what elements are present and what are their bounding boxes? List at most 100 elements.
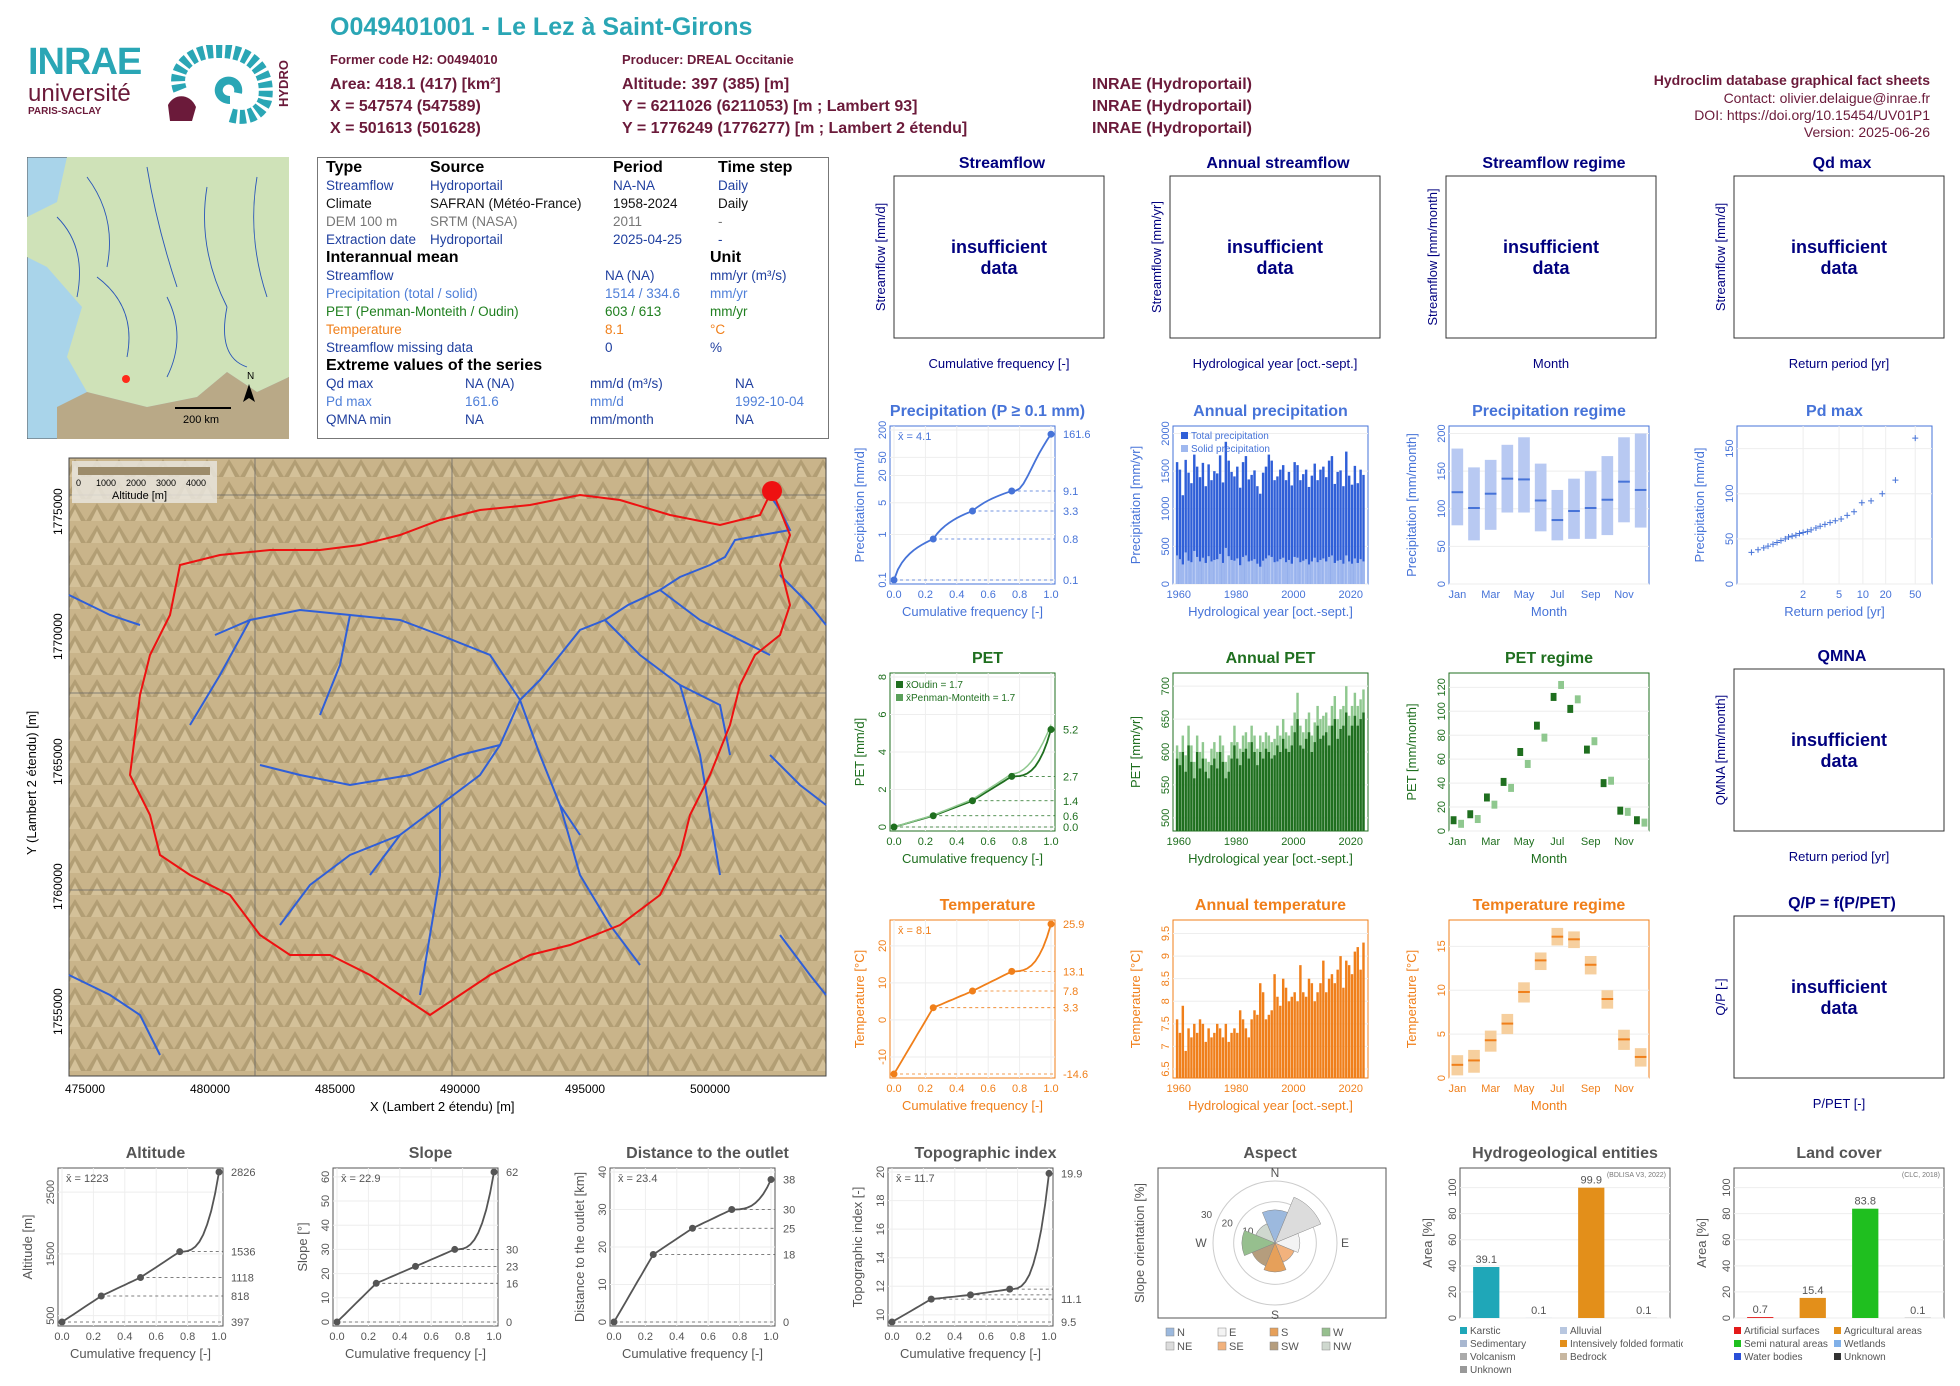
svg-text:1000: 1000 bbox=[96, 478, 116, 488]
ylabel: Topographic index [-] bbox=[850, 1187, 865, 1308]
right-tick: 1118 bbox=[231, 1272, 254, 1284]
ytick: 700 bbox=[1160, 677, 1172, 695]
xtick: 0.8 bbox=[455, 1331, 470, 1343]
bar bbox=[1290, 996, 1294, 1078]
xtick: 2020 bbox=[1339, 1083, 1363, 1095]
bar bbox=[1333, 562, 1337, 584]
point bbox=[1777, 537, 1784, 544]
bar bbox=[1362, 942, 1365, 1078]
ytick: 7.5 bbox=[1160, 1016, 1172, 1031]
compass-label: W bbox=[1195, 1236, 1207, 1250]
bar bbox=[1181, 1005, 1185, 1078]
bar bbox=[1281, 978, 1285, 1078]
xlabel: Month bbox=[1531, 1098, 1567, 1113]
bar bbox=[1256, 765, 1259, 831]
chart-title: Temperature regime bbox=[1473, 897, 1626, 914]
quantile-point bbox=[1047, 726, 1055, 733]
bar bbox=[1210, 765, 1213, 831]
right-tick: 23 bbox=[506, 1261, 518, 1273]
bar bbox=[1261, 992, 1265, 1078]
plot-frame bbox=[887, 1167, 1054, 1327]
db-title: Hydroclim database graphical fact sheets bbox=[1653, 72, 1930, 88]
logo-inrae: INRAE université PARIS-SACLAY bbox=[28, 41, 142, 117]
chart-hydrogeology: Hydrogeological entities (BDLISA V3, 2022… bbox=[1420, 1145, 1683, 1376]
legend-entry: Unknown bbox=[1844, 1352, 1886, 1363]
bar bbox=[1181, 495, 1185, 584]
oudin-mark bbox=[1600, 779, 1607, 788]
insufficient-label: insufficient bbox=[1227, 237, 1323, 257]
value-label: 39.1 bbox=[1476, 1254, 1497, 1266]
ytick: 500 bbox=[1160, 809, 1172, 827]
ytick: 100 bbox=[1724, 485, 1736, 503]
bar bbox=[1227, 771, 1230, 831]
ylabel: PET [mm/d] bbox=[852, 718, 867, 786]
right-tick: 2826 bbox=[231, 1167, 255, 1179]
bar bbox=[1210, 561, 1213, 584]
ylabel: QMNA [mm/month] bbox=[1713, 695, 1728, 806]
bar bbox=[1184, 1050, 1187, 1078]
quantile-point bbox=[451, 1245, 459, 1253]
bar bbox=[1187, 745, 1190, 831]
ylabel: Temperature [°C] bbox=[852, 950, 867, 1048]
bar bbox=[1230, 758, 1233, 831]
ylabel: Precipitation [mm/d] bbox=[852, 448, 867, 563]
bar bbox=[1307, 486, 1311, 584]
quantile-point bbox=[372, 1279, 380, 1287]
right-tick: 818 bbox=[231, 1291, 249, 1303]
ytick: 18 bbox=[875, 1194, 887, 1206]
chart-title: QMNA bbox=[1818, 648, 1867, 665]
quantile-point bbox=[967, 1291, 974, 1299]
right-tick: 0 bbox=[506, 1317, 512, 1329]
bar bbox=[1236, 1032, 1239, 1078]
bar bbox=[1339, 728, 1342, 831]
xtick: 2000 bbox=[1281, 836, 1305, 848]
ytick: 8 bbox=[877, 674, 889, 680]
xtick: 0.4 bbox=[947, 1331, 962, 1343]
svg-text:485000: 485000 bbox=[315, 1082, 355, 1096]
bar bbox=[1178, 559, 1182, 584]
quantile-point bbox=[728, 1206, 736, 1213]
bar bbox=[1216, 768, 1219, 831]
oudin-mark bbox=[1467, 810, 1474, 819]
ytick: 20 bbox=[320, 1267, 332, 1279]
chart-title: Precipitation (P ≥ 0.1 mm) bbox=[890, 403, 1085, 420]
ytick: 0 bbox=[1447, 1315, 1459, 1321]
xtick: 0.2 bbox=[918, 589, 933, 601]
bar bbox=[1284, 748, 1288, 831]
point bbox=[1774, 539, 1781, 546]
ytick: 100 bbox=[1436, 702, 1448, 720]
bar bbox=[1247, 561, 1250, 584]
svg-text:4000: 4000 bbox=[186, 478, 206, 488]
xlabel: Hydrological year [oct.-sept.] bbox=[1188, 604, 1353, 619]
bar bbox=[1578, 1187, 1605, 1318]
bar bbox=[1261, 758, 1265, 831]
oudin-mark bbox=[1450, 816, 1457, 825]
bar bbox=[1267, 454, 1271, 584]
bar bbox=[1198, 768, 1202, 831]
bar bbox=[1296, 1001, 1299, 1078]
bar bbox=[1342, 563, 1345, 584]
point bbox=[1827, 519, 1834, 526]
area: Area: 418.1 (417) [km²] bbox=[330, 76, 501, 93]
bar bbox=[1201, 1023, 1205, 1078]
ytick: 1000 bbox=[1160, 497, 1172, 521]
bar bbox=[1198, 561, 1202, 584]
oudin-mark bbox=[1550, 692, 1557, 701]
quantile-point bbox=[1008, 772, 1016, 780]
source-3: INRAE (Hydroportail) bbox=[1092, 120, 1252, 137]
oudin-mark bbox=[1500, 777, 1507, 786]
bar bbox=[1281, 738, 1285, 831]
xtick: 0.8 bbox=[1010, 1331, 1025, 1343]
bar bbox=[1302, 992, 1305, 1078]
ytick: 60 bbox=[1447, 1234, 1459, 1246]
right-tick: 25.9 bbox=[1063, 919, 1084, 931]
xtick: May bbox=[1514, 589, 1535, 601]
xtick: 1.0 bbox=[763, 1331, 778, 1343]
ytick: 0 bbox=[1160, 581, 1172, 587]
bar bbox=[1333, 483, 1337, 584]
xlabel: Cumulative frequency [-] bbox=[929, 356, 1070, 371]
legend-entry: Wetlands bbox=[1844, 1339, 1886, 1350]
bar bbox=[1264, 558, 1268, 584]
xtick: 1.0 bbox=[486, 1331, 501, 1343]
plot-frame bbox=[889, 919, 1056, 1079]
